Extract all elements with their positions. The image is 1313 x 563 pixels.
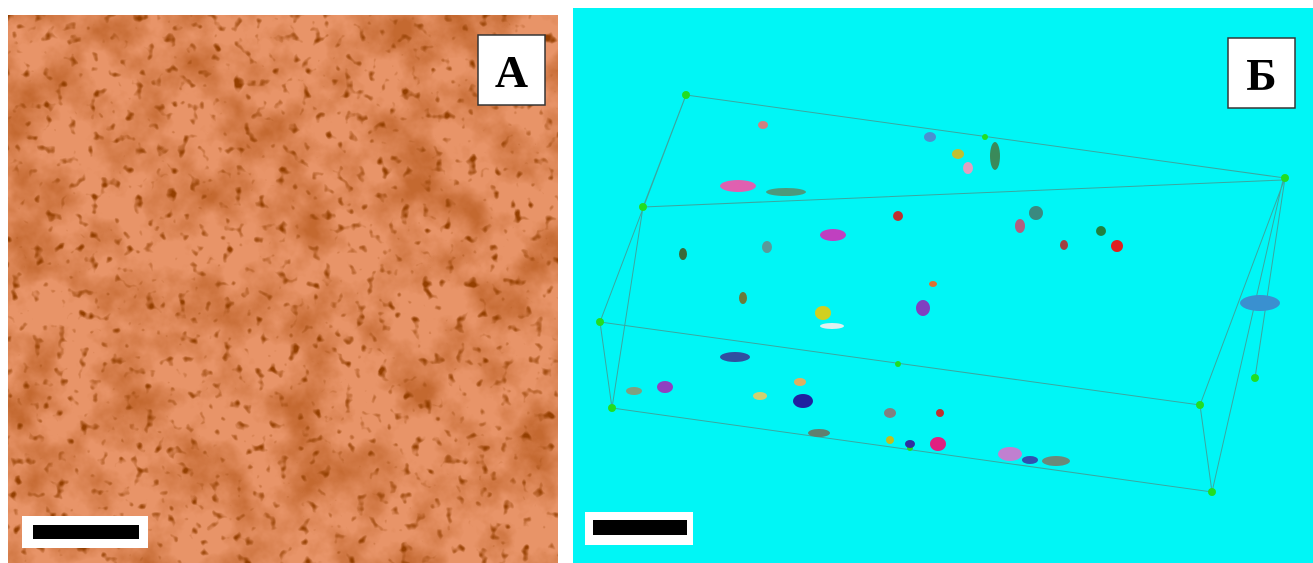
figure: А (0, 0, 1313, 563)
afm-pores (8, 15, 558, 563)
scale-bar (593, 520, 687, 535)
page: А (0, 0, 1313, 563)
panel-label: Б (1246, 49, 1276, 100)
panel-a: А (8, 15, 558, 563)
panel-label: А (495, 46, 528, 97)
render-background (573, 8, 1313, 563)
panel-b: Б (573, 8, 1313, 563)
scale-bar (33, 525, 139, 539)
